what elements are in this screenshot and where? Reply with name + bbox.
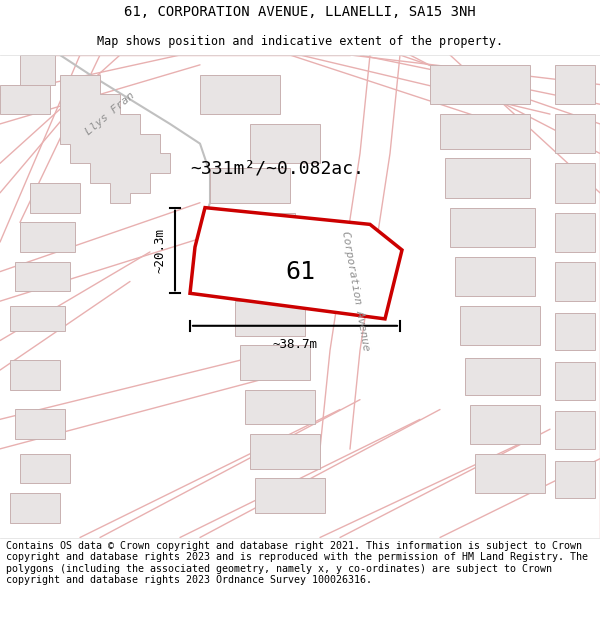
Polygon shape — [20, 454, 70, 483]
Text: ~331m²/~0.082ac.: ~331m²/~0.082ac. — [190, 159, 364, 177]
Polygon shape — [250, 124, 320, 163]
Text: Corporation Avenue: Corporation Avenue — [340, 231, 370, 352]
Polygon shape — [0, 84, 50, 114]
Polygon shape — [210, 168, 290, 202]
Polygon shape — [450, 208, 535, 247]
Polygon shape — [60, 75, 170, 202]
Text: 61, CORPORATION AVENUE, LLANELLI, SA15 3NH: 61, CORPORATION AVENUE, LLANELLI, SA15 3… — [124, 5, 476, 19]
Polygon shape — [555, 411, 595, 449]
Polygon shape — [555, 262, 595, 301]
Polygon shape — [10, 360, 60, 390]
Polygon shape — [460, 306, 540, 346]
Polygon shape — [475, 454, 545, 493]
Polygon shape — [255, 478, 325, 513]
Polygon shape — [455, 257, 535, 296]
Polygon shape — [10, 306, 65, 331]
Polygon shape — [465, 358, 540, 395]
Polygon shape — [555, 163, 595, 202]
Polygon shape — [15, 262, 70, 291]
Polygon shape — [555, 313, 595, 351]
Polygon shape — [555, 213, 595, 252]
Polygon shape — [445, 158, 530, 198]
Text: Llys Fran: Llys Fran — [83, 91, 136, 138]
Polygon shape — [250, 434, 320, 469]
Polygon shape — [15, 409, 65, 439]
Polygon shape — [20, 55, 55, 84]
Text: ~38.7m: ~38.7m — [272, 338, 317, 351]
Polygon shape — [190, 208, 402, 319]
Polygon shape — [20, 222, 75, 252]
Text: Contains OS data © Crown copyright and database right 2021. This information is : Contains OS data © Crown copyright and d… — [6, 541, 588, 586]
Text: ~20.3m: ~20.3m — [154, 228, 167, 273]
Text: Map shows position and indicative extent of the property.: Map shows position and indicative extent… — [97, 35, 503, 48]
Polygon shape — [220, 213, 295, 247]
Text: 61: 61 — [285, 259, 315, 284]
Polygon shape — [245, 390, 315, 424]
Polygon shape — [230, 257, 300, 291]
Polygon shape — [430, 65, 530, 104]
Polygon shape — [470, 404, 540, 444]
Polygon shape — [200, 75, 280, 114]
Polygon shape — [555, 461, 595, 498]
Polygon shape — [440, 114, 530, 149]
Polygon shape — [555, 65, 595, 104]
Polygon shape — [555, 362, 595, 399]
Polygon shape — [240, 346, 310, 380]
Polygon shape — [10, 493, 60, 522]
Polygon shape — [235, 301, 305, 336]
Polygon shape — [30, 183, 80, 213]
Polygon shape — [555, 114, 595, 154]
